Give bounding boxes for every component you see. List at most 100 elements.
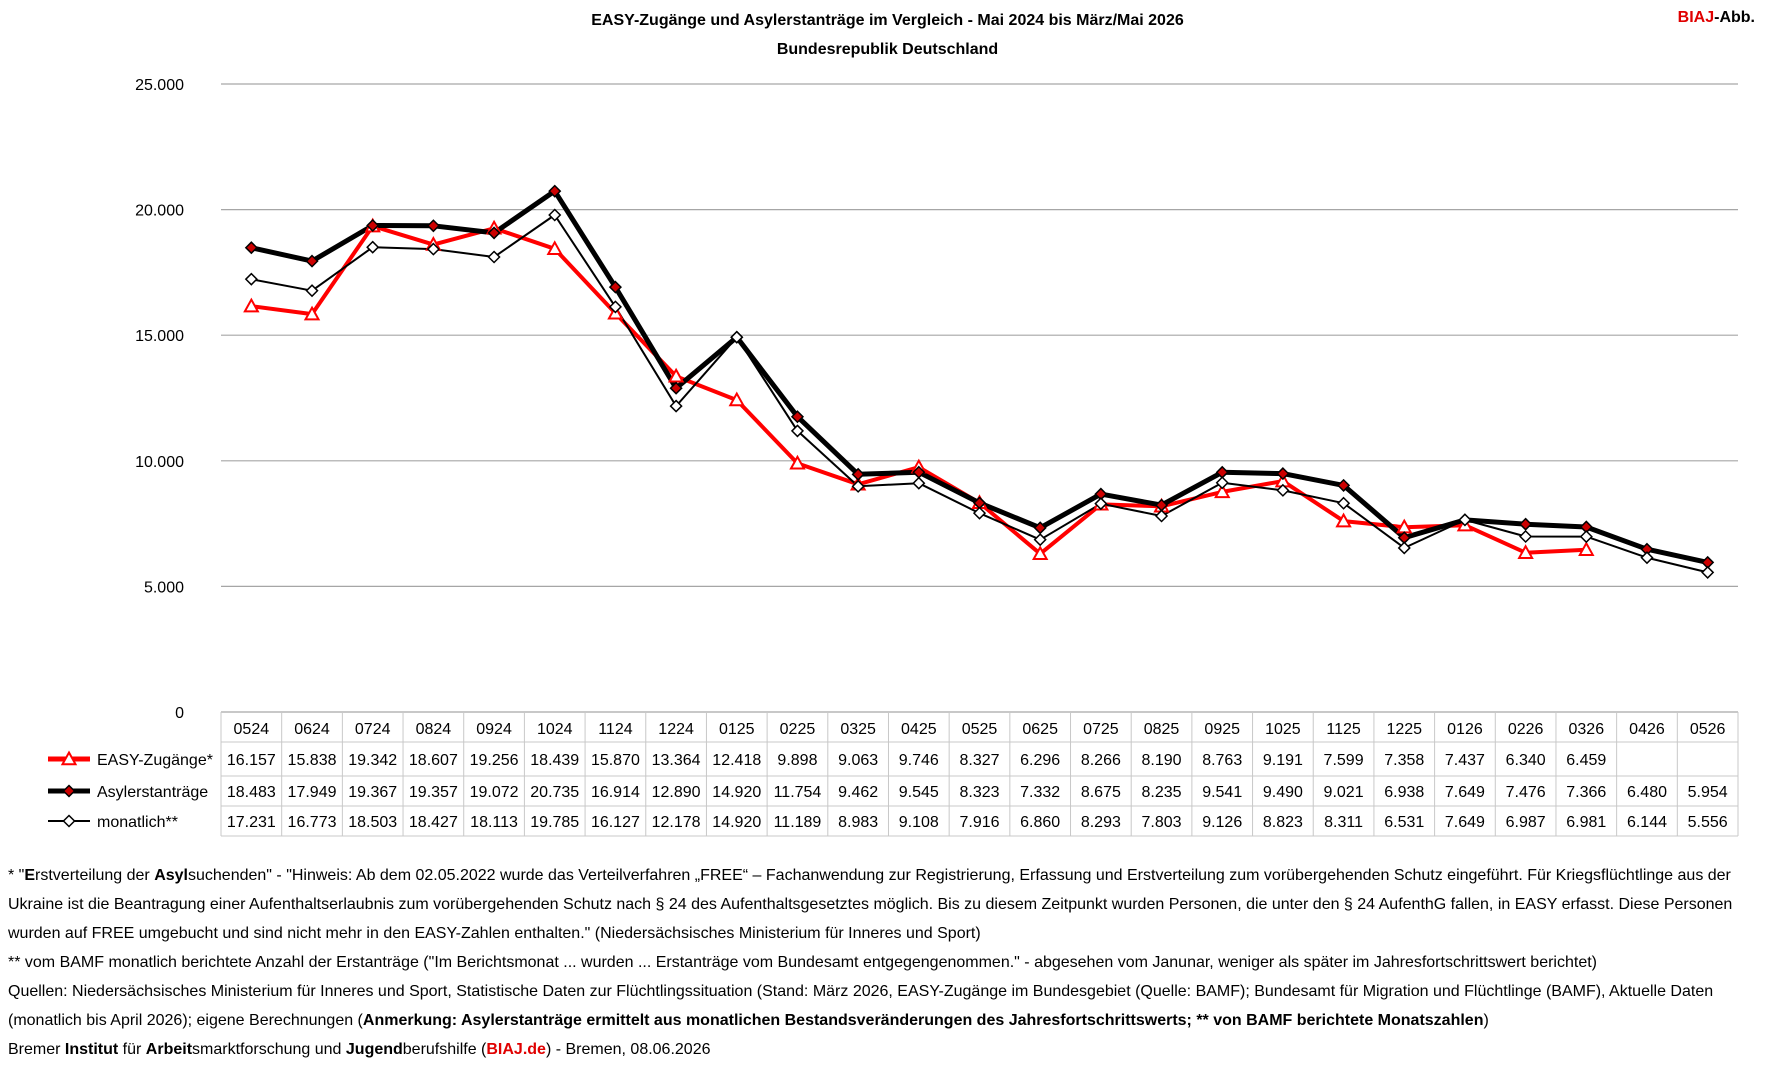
x-tick-label: 0625	[1022, 721, 1058, 738]
data-label: 9.108	[899, 814, 939, 831]
data-label: 7.803	[1142, 814, 1182, 831]
chart-title: EASY-Zugänge und Asylerstanträge im Verg…	[591, 12, 1184, 29]
data-point	[366, 218, 380, 233]
data-point	[851, 479, 865, 493]
data-point	[305, 284, 319, 298]
data-point	[1578, 541, 1595, 556]
data-label: 8.763	[1202, 752, 1242, 769]
data-point	[1276, 483, 1290, 497]
badge-brand: BIAJ	[1677, 9, 1715, 26]
chart-subtitle: Bundesrepublik Deutschland	[776, 41, 999, 58]
data-point	[303, 305, 321, 321]
data-point	[728, 391, 745, 407]
data-label: 17.949	[288, 784, 337, 801]
data-label: 8.675	[1081, 784, 1121, 801]
data-label: 12.178	[652, 814, 701, 831]
data-label: 16.127	[591, 814, 640, 831]
x-tick-label: 0524	[234, 721, 270, 738]
data-label: 17.231	[227, 814, 276, 831]
data-label: 19.367	[348, 784, 397, 801]
data-point	[426, 242, 440, 256]
x-tick-label: 1225	[1386, 721, 1422, 738]
x-tick-label: 0325	[840, 721, 876, 738]
data-point	[548, 208, 562, 222]
data-label: 14.920	[712, 814, 761, 831]
data-point	[1094, 497, 1108, 511]
data-label: 16.914	[591, 784, 640, 801]
data-point	[1519, 517, 1533, 531]
data-label: 8.293	[1081, 814, 1121, 831]
y-tick-label: 25.000	[135, 77, 184, 94]
data-point	[487, 226, 501, 240]
data-label: 18.427	[409, 814, 458, 831]
data-label: 18.503	[348, 814, 397, 831]
x-tick-label: 0624	[294, 721, 330, 738]
data-label: 8.983	[838, 814, 878, 831]
data-table: 0524 0624 0724 0824 0924 1024 1124 1224 0125 0225…	[48, 711, 1739, 837]
data-label: 6.987	[1506, 814, 1546, 831]
data-label: 6.459	[1566, 752, 1606, 769]
series-line	[251, 224, 1587, 556]
x-tick-label: 0226	[1508, 721, 1544, 738]
y-tick-label: 20.000	[135, 203, 184, 220]
data-label: 8.323	[959, 784, 999, 801]
data-label: 7.649	[1445, 814, 1485, 831]
data-label: 12.418	[712, 752, 761, 769]
grid-lines	[221, 83, 1738, 588]
data-label: 6.340	[1506, 752, 1546, 769]
data-point	[1276, 467, 1290, 481]
x-tick-label: 1025	[1265, 721, 1301, 738]
data-label: 16.157	[227, 752, 276, 769]
y-tick-label: 5.000	[144, 579, 184, 596]
publisher-link[interactable]: BIAJ.de	[486, 1041, 546, 1058]
data-point	[789, 454, 806, 470]
data-point	[1215, 476, 1229, 490]
x-tick-label: 0824	[416, 721, 452, 738]
data-point	[972, 506, 987, 520]
data-point	[366, 240, 380, 254]
data-label: 6.981	[1566, 814, 1606, 831]
data-point	[1458, 513, 1472, 527]
data-label: 15.838	[288, 752, 337, 769]
data-label: 9.490	[1263, 784, 1303, 801]
x-tick-label: 0126	[1447, 721, 1483, 738]
data-point	[667, 367, 685, 383]
data-label: 7.437	[1445, 752, 1485, 769]
data-point	[1519, 529, 1533, 544]
data-point	[1214, 483, 1231, 499]
footnote-publisher: Bremer Institut für Arbeitsmarktforschun…	[8, 1041, 711, 1058]
x-tick-label: 0326	[1569, 721, 1605, 738]
data-label: 18.483	[227, 784, 276, 801]
data-label: 6.531	[1384, 814, 1424, 831]
x-tick-label: 0526	[1690, 721, 1726, 738]
data-label: 9.063	[838, 752, 878, 769]
x-tick-label: 0924	[476, 721, 512, 738]
legend-label: Asylerstanträge	[97, 784, 208, 801]
x-tick-label: 0724	[355, 721, 391, 738]
data-point	[790, 410, 805, 424]
data-label: 19.357	[409, 784, 458, 801]
data-label: 12.890	[652, 784, 701, 801]
data-label: 11.754	[774, 784, 822, 801]
data-label: 6.144	[1627, 814, 1667, 831]
data-point	[608, 300, 622, 314]
data-label: 19.342	[348, 752, 397, 769]
x-tick-label: 0425	[901, 721, 937, 738]
data-label: 9.746	[899, 752, 939, 769]
x-tick-label: 0426	[1629, 721, 1665, 738]
legend-label: EASY-Zugänge*	[97, 752, 213, 769]
x-tick-label: 0125	[719, 721, 755, 738]
data-point	[1579, 530, 1593, 544]
data-label: 8.266	[1081, 752, 1121, 769]
y-axis-labels: 0 5.000 10.000 15.000 20.000 25.000	[135, 77, 184, 722]
data-label: 20.735	[530, 784, 579, 801]
data-label: 6.938	[1384, 784, 1424, 801]
data-point	[912, 476, 926, 490]
data-point	[790, 424, 805, 438]
data-label: 9.541	[1202, 784, 1242, 801]
data-label: 9.021	[1324, 784, 1364, 801]
x-tick-label: 0525	[962, 721, 998, 738]
source-badge: BIAJ-Abb.	[1678, 9, 1755, 27]
footnote-bamf: ** vom BAMF monatlich berichtete Anzahl …	[8, 954, 1597, 971]
